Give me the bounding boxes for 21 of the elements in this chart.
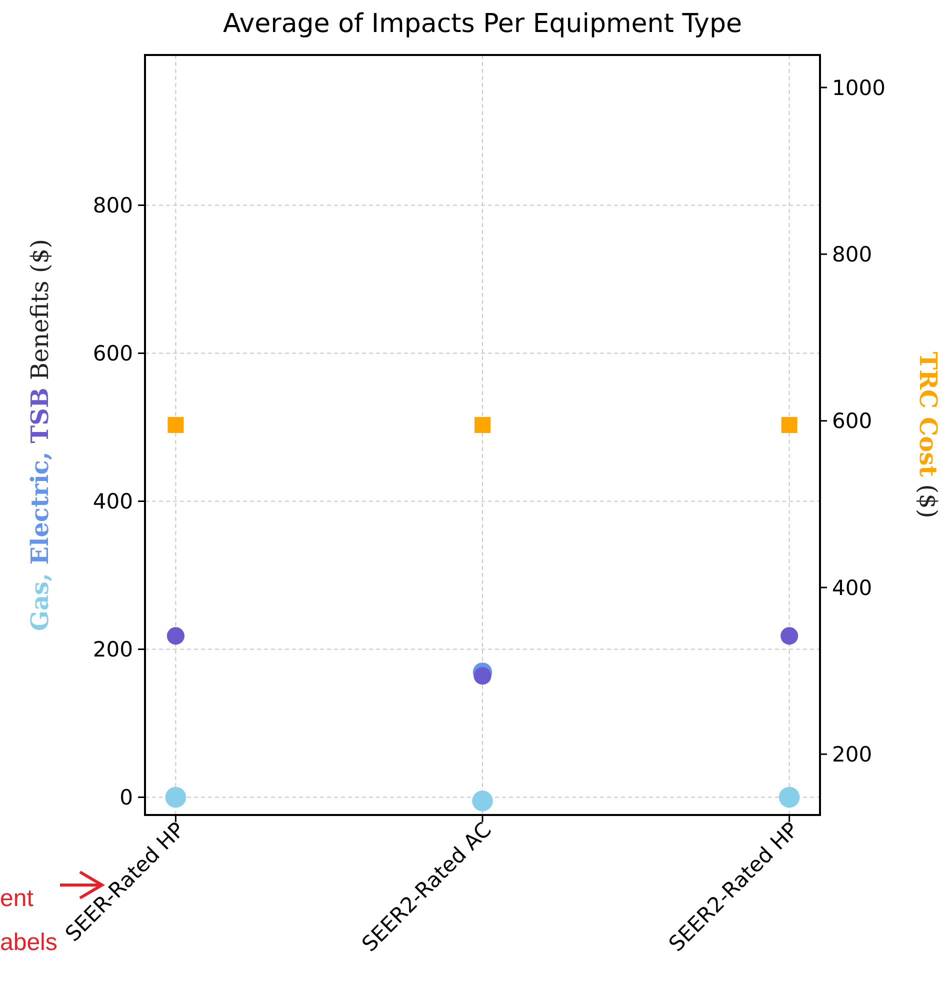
y-axis-title: Gas, Electric, TSB Benefits ($): [25, 239, 54, 631]
y-tick-label: 600: [92, 342, 133, 366]
y2-tick-label: 800: [832, 242, 872, 267]
text: abels: [0, 929, 58, 956]
y2-tick-label: 1000: [832, 76, 886, 100]
y2-axis-title: TRC Cost ($): [914, 352, 942, 518]
chart-title: Average of Impacts Per Equipment Type: [223, 9, 742, 39]
y-tick-label: 800: [92, 194, 133, 218]
text: ent: [0, 885, 34, 912]
y2-tick-label: 200: [832, 742, 872, 767]
y-tick-label: 200: [92, 638, 133, 662]
point: [474, 667, 492, 685]
point: [165, 786, 186, 808]
y-tick-label: 0: [120, 786, 133, 810]
point: [166, 627, 184, 645]
point: [778, 786, 800, 808]
y2-tick-label: 400: [832, 576, 872, 600]
point: [780, 627, 798, 645]
point: [472, 790, 493, 812]
y-tick-label: 400: [92, 490, 133, 514]
y2-tick-label: 600: [832, 409, 872, 434]
